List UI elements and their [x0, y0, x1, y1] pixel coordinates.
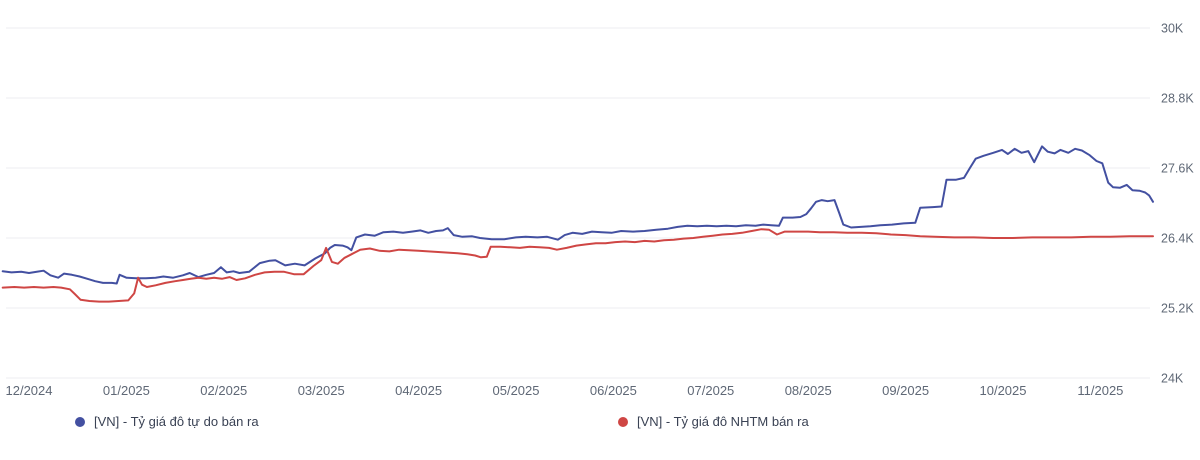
legend-dot-blue — [75, 417, 85, 427]
x-axis-tick-label: 11/2025 — [1077, 383, 1123, 398]
x-axis-tick-label: 02/2025 — [200, 383, 247, 398]
legend-label: [VN] - Tỷ giá đô tự do bán ra — [94, 414, 259, 429]
y-axis-tick-label: 25.2K — [1161, 302, 1194, 316]
series-line-free-market — [1, 145, 1154, 285]
x-axis-tick-label: 01/2025 — [103, 383, 150, 398]
y-axis-tick-label: 28.8K — [1161, 92, 1194, 106]
legend-item-free-market-rate[interactable]: [VN] - Tỷ giá đô tự do bán ra — [75, 412, 259, 432]
legend-dot-red — [618, 417, 628, 427]
y-axis-tick-label: 24K — [1161, 372, 1184, 386]
x-axis-tick-label: 09/2025 — [882, 383, 929, 398]
x-axis-tick-label: 07/2025 — [687, 383, 734, 398]
x-axis-tick-label: 10/2025 — [980, 383, 1027, 398]
x-axis-tick-label: 03/2025 — [298, 383, 345, 398]
x-axis-tick-label: 06/2025 — [590, 383, 637, 398]
x-axis-tick-label: 08/2025 — [785, 383, 832, 398]
chart-legend: [VN] - Tỷ giá đô tự do bán ra [VN] - Tỷ … — [0, 412, 1200, 434]
x-axis-tick-label: 12/2024 — [6, 383, 53, 398]
x-axis-tick-label: 05/2025 — [493, 383, 540, 398]
legend-label: [VN] - Tỷ giá đô NHTM bán ra — [637, 414, 809, 429]
y-axis-tick-label: 27.6K — [1161, 162, 1194, 176]
series-line-bank — [1, 228, 1154, 303]
x-axis-tick-label: 04/2025 — [395, 383, 442, 398]
y-axis-tick-label: 30K — [1161, 22, 1184, 36]
y-axis-tick-label: 26.4K — [1161, 232, 1194, 246]
legend-item-bank-rate[interactable]: [VN] - Tỷ giá đô NHTM bán ra — [618, 412, 809, 432]
